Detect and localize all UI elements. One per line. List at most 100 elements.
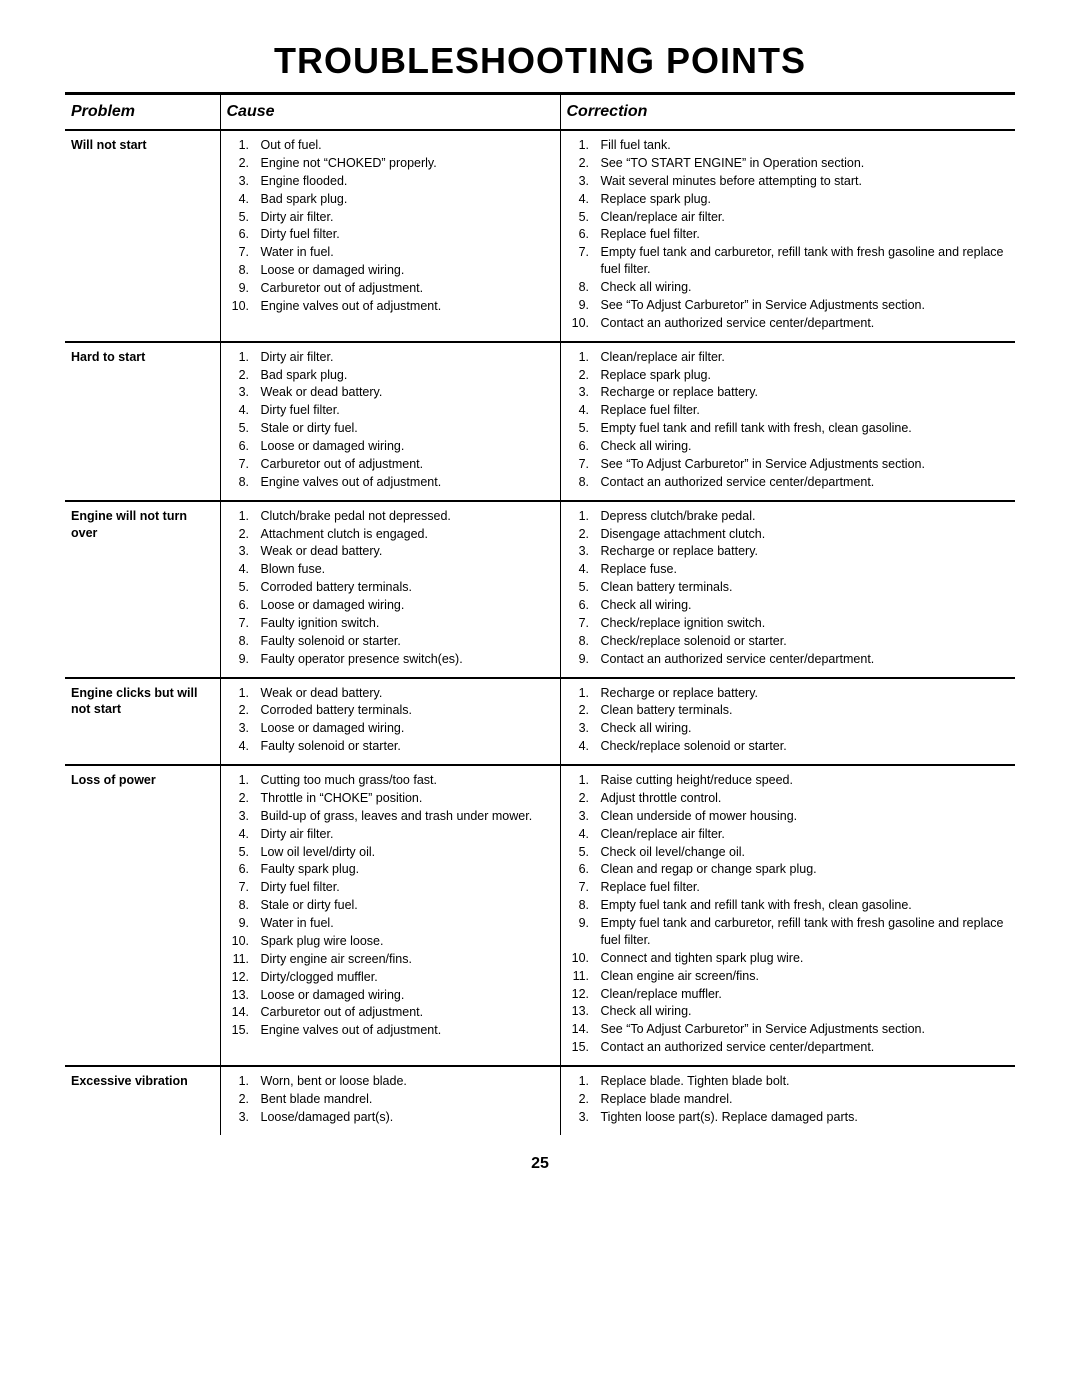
- list-item: Dirty engine air screen/fins.: [253, 951, 554, 968]
- list-item: Check all wiring.: [593, 720, 1010, 737]
- list-item: Clean/replace air filter.: [593, 826, 1010, 843]
- list-item: Replace fuel filter.: [593, 402, 1010, 419]
- problem-cell: Will not start: [65, 130, 220, 342]
- list-item: Loose/damaged part(s).: [253, 1109, 554, 1126]
- list-item: Weak or dead battery.: [253, 685, 554, 702]
- list-item: Loose or damaged wiring.: [253, 987, 554, 1004]
- list-item: Carburetor out of adjustment.: [253, 280, 554, 297]
- list-item: Faulty operator presence switch(es).: [253, 651, 554, 668]
- correction-cell: Depress clutch/brake pedal.Disengage att…: [560, 501, 1015, 678]
- list-item: Clean/replace air filter.: [593, 349, 1010, 366]
- list-item: Engine valves out of adjustment.: [253, 298, 554, 315]
- list-item: Stale or dirty fuel.: [253, 897, 554, 914]
- list-item: Check/replace ignition switch.: [593, 615, 1010, 632]
- list-item: Clean engine air screen/fins.: [593, 968, 1010, 985]
- list-item: Engine valves out of adjustment.: [253, 474, 554, 491]
- problem-cell: Engine will not turn over: [65, 501, 220, 678]
- list-item: Empty fuel tank and refill tank with fre…: [593, 420, 1010, 437]
- list-item: Check all wiring.: [593, 597, 1010, 614]
- list-item: Replace blade mandrel.: [593, 1091, 1010, 1108]
- correction-cell: Clean/replace air filter.Replace spark p…: [560, 342, 1015, 501]
- correction-list: Replace blade. Tighten blade bolt.Replac…: [567, 1073, 1010, 1126]
- correction-list: Recharge or replace battery.Clean batter…: [567, 685, 1010, 756]
- list-item: Loose or damaged wiring.: [253, 262, 554, 279]
- list-item: Replace spark plug.: [593, 367, 1010, 384]
- cause-cell: Clutch/brake pedal not depressed.Attachm…: [220, 501, 560, 678]
- list-item: Replace fuel filter.: [593, 226, 1010, 243]
- list-item: Faulty ignition switch.: [253, 615, 554, 632]
- list-item: Recharge or replace battery.: [593, 685, 1010, 702]
- list-item: See “To Adjust Carburetor” in Service Ad…: [593, 1021, 1010, 1038]
- list-item: Contact an authorized service center/dep…: [593, 315, 1010, 332]
- list-item: Recharge or replace battery.: [593, 543, 1010, 560]
- list-item: Replace spark plug.: [593, 191, 1010, 208]
- cause-cell: Cutting too much grass/too fast.Throttle…: [220, 765, 560, 1066]
- cause-cell: Out of fuel.Engine not “CHOKED” properly…: [220, 130, 560, 342]
- list-item: Dirty air filter.: [253, 209, 554, 226]
- list-item: Contact an authorized service center/dep…: [593, 1039, 1010, 1056]
- list-item: Throttle in “CHOKE” position.: [253, 790, 554, 807]
- list-item: Adjust throttle control.: [593, 790, 1010, 807]
- header-cause: Cause: [220, 95, 560, 130]
- list-item: Replace fuel filter.: [593, 879, 1010, 896]
- list-item: Replace blade. Tighten blade bolt.: [593, 1073, 1010, 1090]
- list-item: Clean underside of mower housing.: [593, 808, 1010, 825]
- list-item: Carburetor out of adjustment.: [253, 456, 554, 473]
- list-item: Check all wiring.: [593, 438, 1010, 455]
- list-item: Wait several minutes before attempting t…: [593, 173, 1010, 190]
- table-row: Engine will not turn overClutch/brake pe…: [65, 501, 1015, 678]
- list-item: Water in fuel.: [253, 915, 554, 932]
- list-item: Check/replace solenoid or starter.: [593, 738, 1010, 755]
- list-item: Clean/replace air filter.: [593, 209, 1010, 226]
- table-row: Hard to startDirty air filter.Bad spark …: [65, 342, 1015, 501]
- list-item: Empty fuel tank and carburetor, refill t…: [593, 915, 1010, 949]
- list-item: Contact an authorized service center/dep…: [593, 651, 1010, 668]
- list-item: Attachment clutch is engaged.: [253, 526, 554, 543]
- correction-cell: Fill fuel tank.See “TO START ENGINE” in …: [560, 130, 1015, 342]
- list-item: Loose or damaged wiring.: [253, 720, 554, 737]
- list-item: Fill fuel tank.: [593, 137, 1010, 154]
- header-problem: Problem: [65, 95, 220, 130]
- list-item: Clean/replace muffler.: [593, 986, 1010, 1003]
- table-row: Engine clicks but will not startWeak or …: [65, 678, 1015, 766]
- list-item: Blown fuse.: [253, 561, 554, 578]
- list-item: Engine not “CHOKED” properly.: [253, 155, 554, 172]
- cause-list: Worn, bent or loose blade.Bent blade man…: [227, 1073, 554, 1126]
- list-item: Recharge or replace battery.: [593, 384, 1010, 401]
- list-item: Stale or dirty fuel.: [253, 420, 554, 437]
- list-item: Weak or dead battery.: [253, 543, 554, 560]
- list-item: Dirty air filter.: [253, 826, 554, 843]
- cause-cell: Dirty air filter.Bad spark plug.Weak or …: [220, 342, 560, 501]
- list-item: Loose or damaged wiring.: [253, 597, 554, 614]
- list-item: See “To Adjust Carburetor” in Service Ad…: [593, 456, 1010, 473]
- list-item: Engine valves out of adjustment.: [253, 1022, 554, 1039]
- list-item: Engine flooded.: [253, 173, 554, 190]
- list-item: Loose or damaged wiring.: [253, 438, 554, 455]
- list-item: Empty fuel tank and refill tank with fre…: [593, 897, 1010, 914]
- cause-cell: Worn, bent or loose blade.Bent blade man…: [220, 1066, 560, 1135]
- list-item: Dirty fuel filter.: [253, 226, 554, 243]
- list-item: Check oil level/change oil.: [593, 844, 1010, 861]
- correction-list: Raise cutting height/reduce speed.Adjust…: [567, 772, 1010, 1056]
- problem-cell: Excessive vibration: [65, 1066, 220, 1135]
- page-title: TROUBLESHOOTING POINTS: [65, 40, 1015, 82]
- list-item: Tighten loose part(s). Replace damaged p…: [593, 1109, 1010, 1126]
- cause-list: Out of fuel.Engine not “CHOKED” properly…: [227, 137, 554, 315]
- correction-cell: Raise cutting height/reduce speed.Adjust…: [560, 765, 1015, 1066]
- header-row: Problem Cause Correction: [65, 95, 1015, 130]
- cause-list: Weak or dead battery.Corroded battery te…: [227, 685, 554, 756]
- list-item: Contact an authorized service center/dep…: [593, 474, 1010, 491]
- problem-cell: Hard to start: [65, 342, 220, 501]
- cause-list: Clutch/brake pedal not depressed.Attachm…: [227, 508, 554, 668]
- table-row: Loss of powerCutting too much grass/too …: [65, 765, 1015, 1066]
- list-item: Build-up of grass, leaves and trash unde…: [253, 808, 554, 825]
- list-item: Clean battery terminals.: [593, 702, 1010, 719]
- list-item: Empty fuel tank and carburetor, refill t…: [593, 244, 1010, 278]
- list-item: Faulty spark plug.: [253, 861, 554, 878]
- header-correction: Correction: [560, 95, 1015, 130]
- list-item: Dirty fuel filter.: [253, 402, 554, 419]
- list-item: See “TO START ENGINE” in Operation secti…: [593, 155, 1010, 172]
- list-item: Check all wiring.: [593, 279, 1010, 296]
- list-item: Weak or dead battery.: [253, 384, 554, 401]
- list-item: Clean battery terminals.: [593, 579, 1010, 596]
